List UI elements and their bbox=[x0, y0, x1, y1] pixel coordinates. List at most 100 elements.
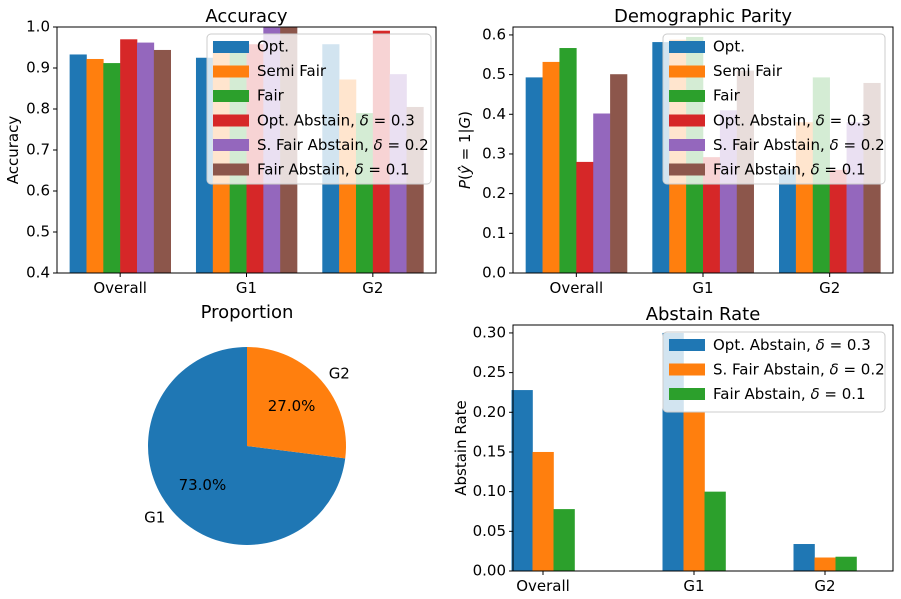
accuracy-ytick-label-3: 0.7 bbox=[26, 141, 50, 159]
pie-label-1: G2 bbox=[329, 365, 350, 383]
parity-legend-label-2: Fair bbox=[713, 87, 741, 105]
abstain-legend-label-2: Fair Abstain, δ = 0.1 bbox=[713, 385, 866, 403]
bar-abstain-s2-c1 bbox=[704, 491, 726, 571]
abstain-legend-box bbox=[662, 331, 886, 413]
bar-parity-s0-c2 bbox=[779, 169, 797, 273]
accuracy-legend-label-2: Fair bbox=[257, 87, 285, 105]
accuracy-legend-label-0: Opt. bbox=[257, 38, 289, 56]
parity-xtick-label-2: G2 bbox=[819, 279, 840, 297]
bar-accuracy-s4-c0 bbox=[137, 42, 155, 273]
bar-accuracy-s3-c0 bbox=[120, 39, 138, 273]
parity-legend-swatch-5 bbox=[669, 163, 705, 176]
parity-legend-swatch-0 bbox=[669, 41, 705, 53]
proportion-title: Proportion bbox=[201, 302, 294, 323]
accuracy-ylabel: Accuracy bbox=[4, 116, 22, 185]
bar-parity-s0-c0 bbox=[525, 77, 543, 273]
parity-legend-label-4: S. Fair Abstain, δ = 0.2 bbox=[713, 136, 885, 154]
bar-accuracy-s1-c0 bbox=[86, 58, 104, 274]
demographic-parity-chart: 0.0 0.1 0.2 0.3 0.4 0.5 0.6 Overall G1 G2 Demograp… bbox=[456, 6, 894, 297]
bar-accuracy-s2-c0 bbox=[103, 63, 121, 273]
bar-abstain-s2-c0 bbox=[553, 509, 575, 571]
abstain-xtick-label-2: G2 bbox=[814, 577, 835, 595]
accuracy-legend-swatch-0 bbox=[213, 41, 249, 53]
pie-pct-label-1: 27.0% bbox=[268, 397, 316, 415]
accuracy-legend-label-4: S. Fair Abstain, δ = 0.2 bbox=[257, 136, 429, 154]
accuracy-ytick-label-5: 0.9 bbox=[26, 59, 50, 77]
parity-legend-swatch-3 bbox=[669, 114, 705, 127]
accuracy-legend-box bbox=[206, 33, 432, 185]
accuracy-xtick-label-0: Overall bbox=[93, 279, 147, 297]
parity-legend-box bbox=[662, 33, 886, 185]
parity-legend-swatch-4 bbox=[669, 139, 705, 151]
bar-parity-s1-c0 bbox=[542, 61, 560, 273]
parity-legend-label-3: Opt. Abstain, δ = 0.3 bbox=[713, 111, 871, 129]
parity-ytick-label-1: 0.1 bbox=[482, 224, 506, 242]
abstain-ytick-label-0: 0.00 bbox=[473, 562, 506, 580]
abstain-xtick-label-1: G1 bbox=[683, 577, 704, 595]
accuracy-ytick-label-4: 0.8 bbox=[26, 100, 50, 118]
abstain-ytick-label-1: 0.05 bbox=[473, 522, 506, 540]
accuracy-legend-label-3: Opt. Abstain, δ = 0.3 bbox=[257, 111, 415, 129]
proportion-pie-chart: Proportion G1 73.0% G2 27.0% bbox=[144, 302, 350, 545]
bar-parity-s2-c0 bbox=[559, 48, 577, 273]
bar-parity-s3-c2 bbox=[829, 169, 847, 273]
bar-parity-s4-c0 bbox=[593, 113, 611, 273]
accuracy-ytick-label-2: 0.6 bbox=[26, 182, 50, 200]
pie-label-0: G1 bbox=[144, 509, 165, 527]
accuracy-ytick-label-0: 0.4 bbox=[26, 264, 50, 282]
accuracy-xtick-label-2: G2 bbox=[362, 279, 383, 297]
pie-slice-g2 bbox=[247, 347, 347, 459]
bar-accuracy-s0-c0 bbox=[69, 54, 87, 273]
bar-abstain-s2-c2 bbox=[835, 556, 857, 571]
parity-legend-label-5: Fair Abstain, δ = 0.1 bbox=[713, 160, 866, 178]
abstain-legend-swatch-2 bbox=[669, 388, 705, 400]
parity-legend-swatch-2 bbox=[669, 90, 705, 102]
abstain-legend-swatch-1 bbox=[669, 363, 705, 376]
bar-accuracy-s5-c0 bbox=[153, 49, 171, 274]
parity-legend-swatch-1 bbox=[669, 65, 705, 78]
accuracy-ytick-label-6: 1.0 bbox=[26, 18, 50, 36]
parity-ytick-label-4: 0.4 bbox=[482, 105, 506, 123]
abstain-ytick-label-6: 0.30 bbox=[473, 323, 506, 341]
parity-legend-label-1: Semi Fair bbox=[713, 62, 783, 80]
bar-abstain-s1-c1 bbox=[683, 412, 705, 571]
accuracy-legend-swatch-2 bbox=[213, 90, 249, 102]
abstain-legend-label-0: Opt. Abstain, δ = 0.3 bbox=[713, 336, 871, 354]
abstain-title: Abstain Rate bbox=[646, 304, 761, 325]
bar-parity-s3-c0 bbox=[576, 161, 594, 273]
parity-legend-label-0: Opt. bbox=[713, 38, 745, 56]
pie-pct-label-0: 73.0% bbox=[179, 476, 227, 494]
accuracy-legend-swatch-3 bbox=[213, 114, 249, 127]
accuracy-ytick-label-1: 0.5 bbox=[26, 223, 50, 241]
abstain-legend-swatch-0 bbox=[669, 339, 705, 351]
parity-ytick-label-3: 0.3 bbox=[482, 144, 506, 162]
parity-ylabel: P(ŷ = 1|G) bbox=[456, 111, 474, 189]
bar-abstain-s0-c0 bbox=[511, 390, 533, 571]
bar-abstain-s1-c2 bbox=[814, 557, 836, 571]
abstain-legend-label-1: S. Fair Abstain, δ = 0.2 bbox=[713, 360, 885, 378]
parity-ytick-label-6: 0.6 bbox=[482, 25, 506, 43]
parity-ytick-label-0: 0.0 bbox=[482, 264, 506, 282]
bar-abstain-s1-c0 bbox=[532, 451, 554, 571]
pie-slice-g1 bbox=[148, 347, 346, 545]
abstain-rate-chart: 0.00 0.05 0.10 0.15 0.20 0.25 0.30 Overall G1 G2 A… bbox=[452, 304, 894, 595]
accuracy-legend-swatch-1 bbox=[213, 65, 249, 78]
abstain-ytick-label-2: 0.10 bbox=[473, 482, 506, 500]
parity-xtick-label-1: G1 bbox=[692, 279, 713, 297]
abstain-ytick-label-3: 0.15 bbox=[473, 442, 506, 460]
accuracy-title: Accuracy bbox=[205, 6, 288, 27]
abstain-xtick-label-0: Overall bbox=[516, 577, 570, 595]
accuracy-legend-swatch-5 bbox=[213, 163, 249, 176]
abstain-ytick-label-5: 0.25 bbox=[473, 363, 506, 381]
abstain-ytick-label-4: 0.20 bbox=[473, 403, 506, 421]
parity-ytick-label-2: 0.2 bbox=[482, 184, 506, 202]
accuracy-legend-label-1: Semi Fair bbox=[257, 62, 327, 80]
accuracy-chart: 0.4 0.5 0.6 0.7 0.8 0.9 1.0 Overall G1 G2 Accuracy… bbox=[4, 6, 437, 297]
bar-parity-s3-c1 bbox=[703, 157, 721, 273]
accuracy-legend-swatch-4 bbox=[213, 139, 249, 151]
bar-abstain-s0-c2 bbox=[793, 544, 815, 571]
abstain-ylabel: Abstain Rate bbox=[452, 400, 470, 496]
accuracy-legend-label-5: Fair Abstain, δ = 0.1 bbox=[257, 160, 410, 178]
abstain-axes-frame bbox=[512, 324, 894, 572]
